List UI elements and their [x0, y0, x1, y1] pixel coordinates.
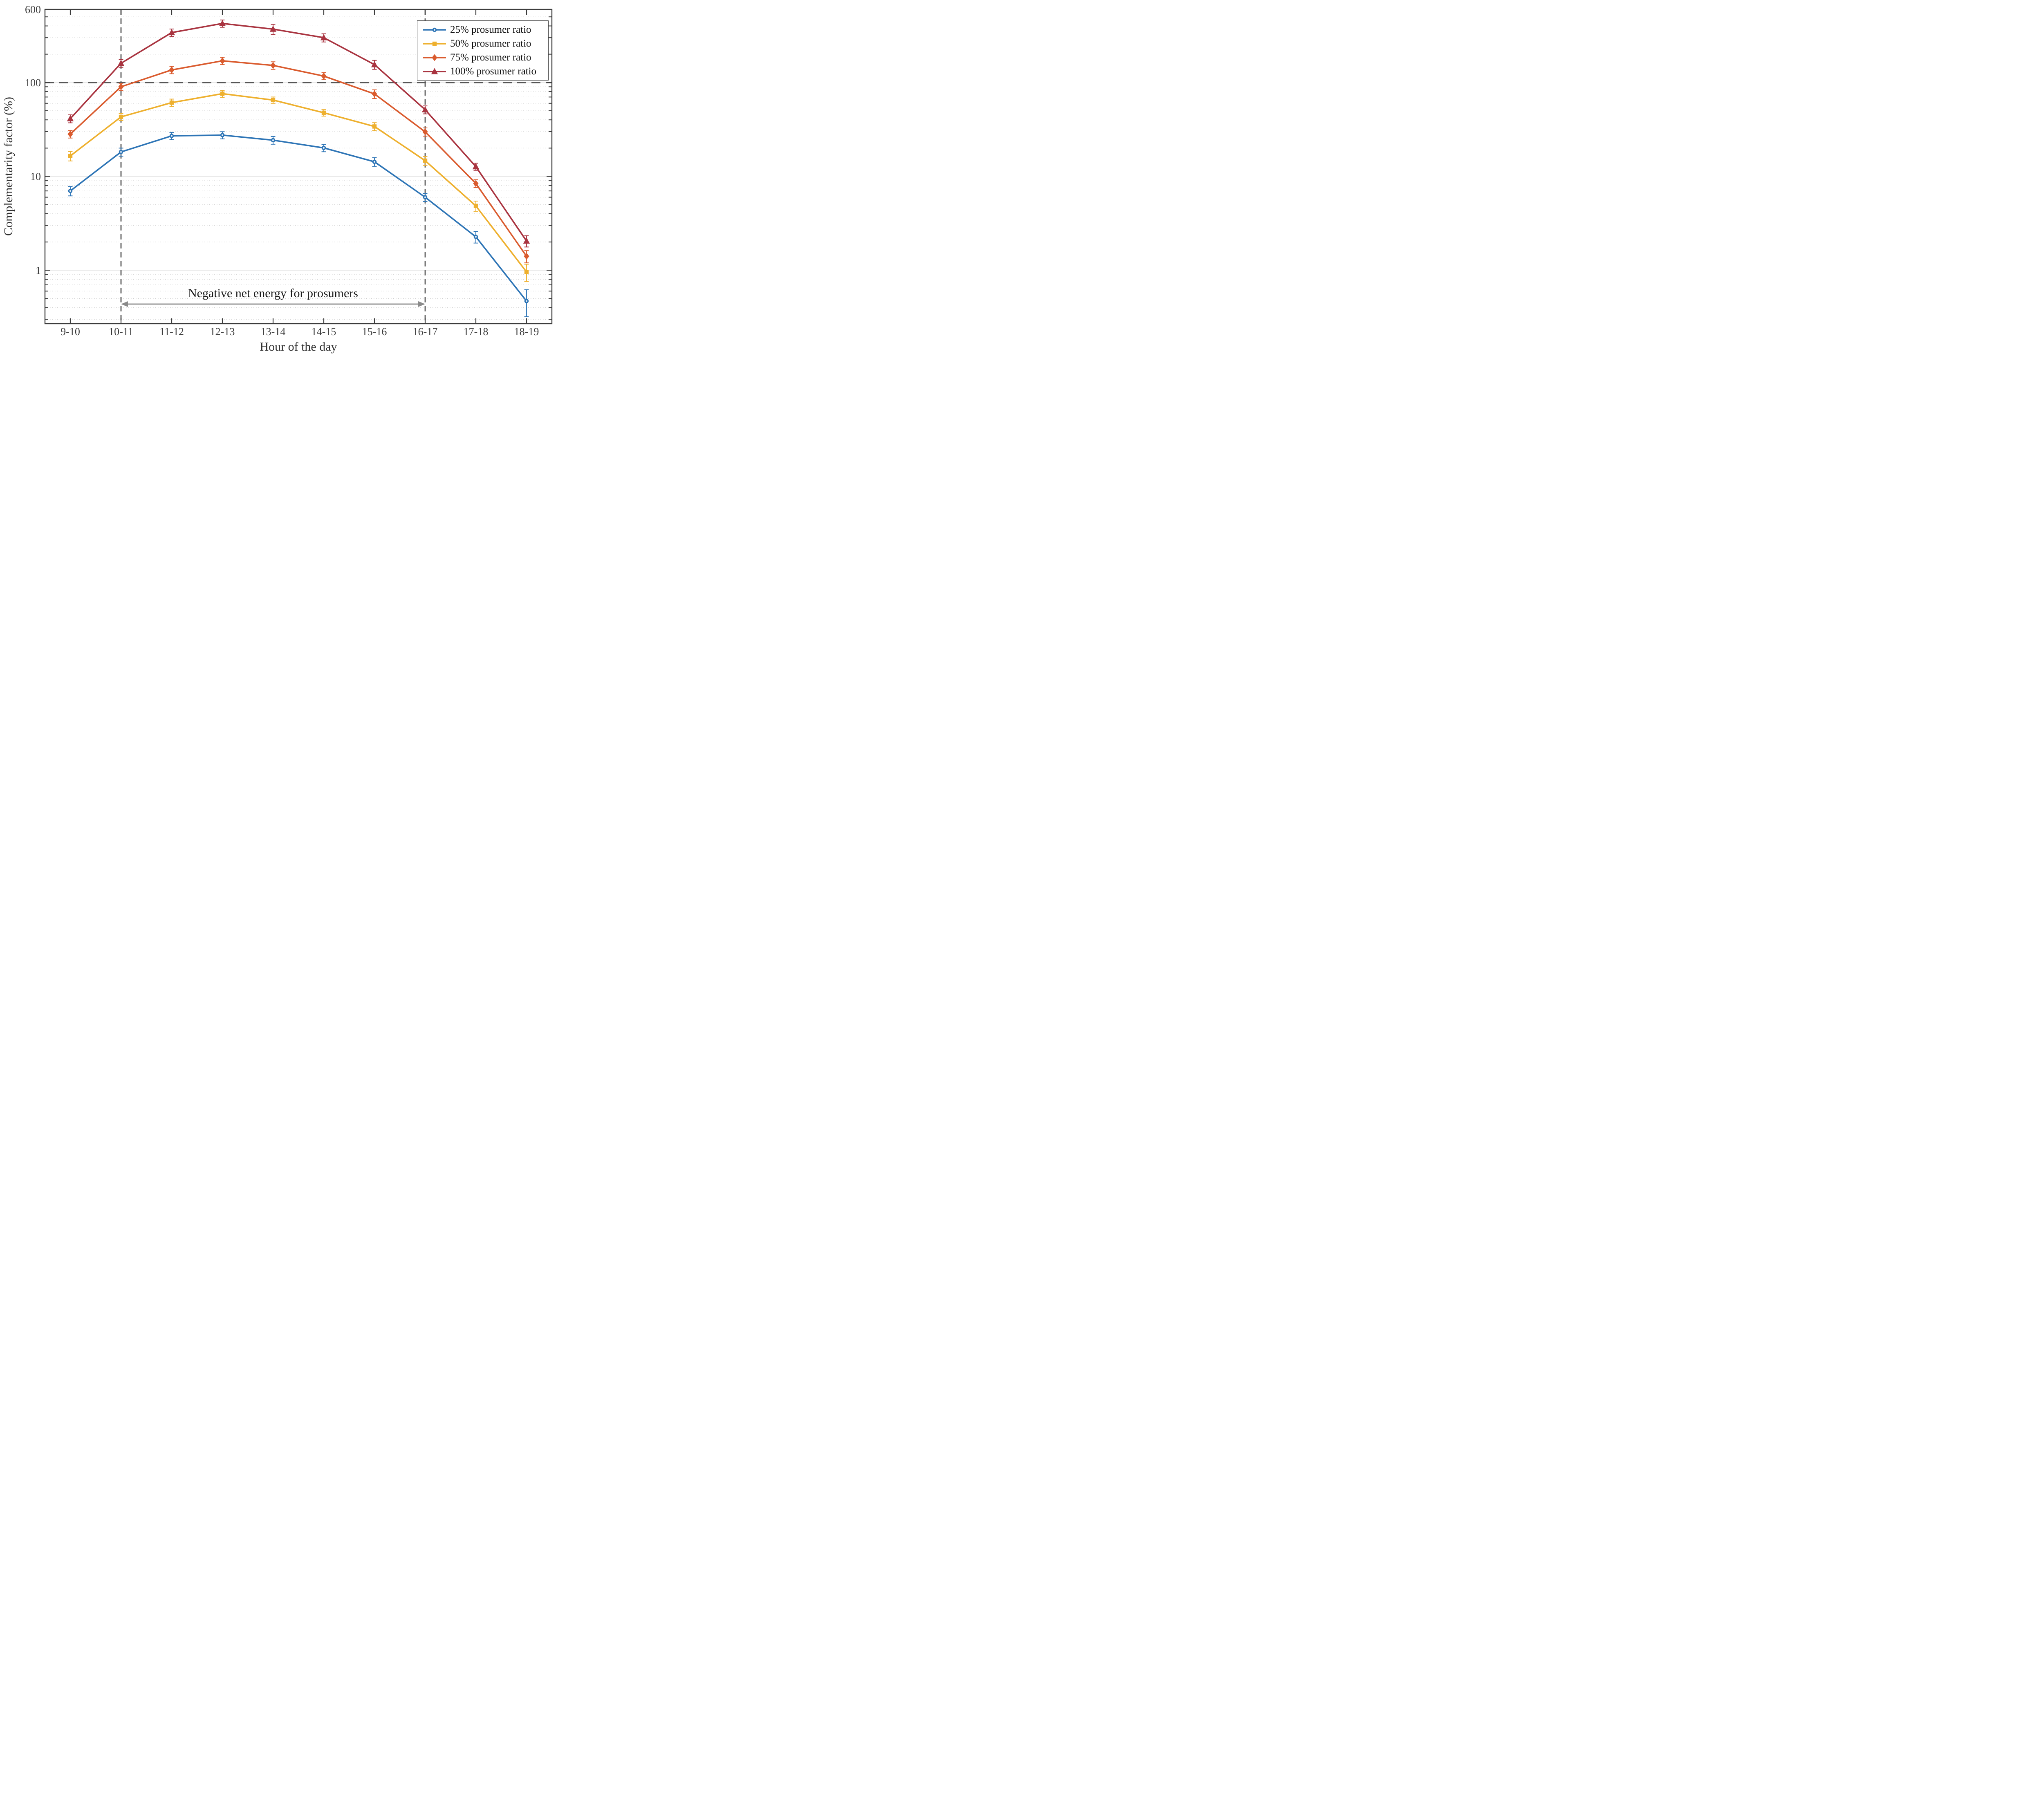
data-series-layer [67, 19, 530, 317]
marker-diamond-icon [372, 90, 377, 98]
axes-frame-layer [44, 9, 553, 324]
marker-square-icon [169, 100, 174, 105]
marker-square-icon [372, 124, 377, 129]
legend-label: 75% prosumer ratio [450, 52, 531, 63]
x-tick-label: 14-15 [312, 326, 336, 338]
y-tick-label: 600 [25, 4, 41, 16]
series-25-prosumer-ratio [68, 131, 529, 317]
x-axis-title: Hour of the day [260, 340, 337, 354]
x-tick-label: 13-14 [261, 326, 286, 338]
marker-square-icon [423, 158, 428, 163]
marker-diamond-icon [422, 128, 428, 136]
marker-circle-icon [169, 134, 174, 138]
legend-sample-diamond-icon [423, 54, 446, 61]
legend-item-75-prosumer-ratio: 75% prosumer ratio [422, 51, 548, 65]
marker-triangle-icon [269, 25, 277, 32]
marker-circle-icon [473, 235, 478, 239]
series-line [69, 93, 527, 273]
legend-label: 50% prosumer ratio [450, 38, 531, 49]
marker-square-icon [524, 270, 529, 274]
tick-labels-layer: 600 100 10 1 9-10 10-11 11-12 12-13 13-14 14-15 15… [25, 4, 539, 338]
y-tick-label: 10 [30, 171, 41, 183]
marker-circle-icon [68, 188, 73, 193]
marker-triangle-icon [523, 237, 530, 244]
marker-circle-icon [119, 150, 123, 154]
x-tick-label: 10-11 [109, 326, 133, 338]
legend-label: 25% prosumer ratio [450, 24, 531, 35]
marker-triangle-icon [320, 34, 327, 40]
legend-item-50-prosumer-ratio: 50% prosumer ratio [422, 37, 548, 51]
marker-circle-icon [372, 159, 377, 164]
marker-triangle-icon [117, 60, 125, 66]
marker-diamond-icon [270, 62, 276, 69]
marker-triangle-icon [67, 115, 74, 121]
marker-diamond-icon [67, 130, 73, 138]
x-tick-label: 16-17 [413, 326, 438, 338]
marker-triangle-icon [371, 61, 378, 67]
x-tick-label: 11-12 [159, 326, 184, 338]
reference-lines-layer [45, 9, 552, 324]
marker-square-icon [119, 114, 123, 119]
marker-diamond-icon [220, 57, 225, 65]
x-tick-label: 9-10 [61, 326, 80, 338]
legend-sample-square-icon [423, 41, 446, 46]
y-tick-label: 1 [36, 264, 41, 276]
marker-circle-icon [423, 195, 428, 199]
complementarity-factor-chart: 600 100 10 1 9-10 10-11 11-12 12-13 13-14 14-15 15… [2, 4, 553, 354]
marker-circle-icon [524, 299, 529, 303]
marker-triangle-icon [168, 29, 175, 36]
legend-label: 100% prosumer ratio [450, 66, 537, 77]
marker-triangle-icon [421, 106, 429, 112]
plot-frame [44, 9, 553, 324]
marker-square-icon [68, 154, 73, 158]
legend-item-100-prosumer-ratio: 100% prosumer ratio [422, 65, 548, 78]
marker-diamond-icon [432, 54, 437, 61]
arrowhead-left-icon [121, 301, 128, 307]
marker-diamond-icon [524, 253, 529, 260]
legend-box: 25% prosumer ratio 50% prosumer ratio 75% … [417, 20, 549, 81]
x-tick-label: 12-13 [210, 326, 235, 338]
series-line [69, 134, 527, 302]
y-tick-label: 100 [25, 77, 41, 89]
annotation-arrow-layer [121, 301, 425, 307]
series-75-prosumer-ratio [67, 57, 529, 264]
series-line [69, 22, 527, 242]
series-50-prosumer-ratio [68, 90, 529, 282]
legend-sample-circle-icon [423, 27, 446, 32]
series-line [69, 60, 527, 257]
figure-canvas: 600 100 10 1 9-10 10-11 11-12 12-13 13-14 14-15 15… [0, 0, 561, 361]
marker-square-icon [432, 41, 437, 46]
series-100-prosumer-ratio [67, 19, 530, 248]
marker-square-icon [271, 98, 276, 102]
legend-sample-triangle-icon [423, 68, 446, 74]
marker-square-icon [220, 91, 225, 96]
marker-square-icon [473, 204, 478, 208]
marker-circle-icon [271, 138, 276, 143]
marker-diamond-icon [169, 66, 175, 74]
marker-circle-icon [220, 133, 225, 137]
y-axis-title: Complementarity factor (%) [2, 97, 15, 236]
marker-triangle-icon [431, 68, 438, 74]
marker-square-icon [321, 110, 326, 115]
x-tick-label: 17-18 [464, 326, 489, 338]
marker-circle-icon [432, 27, 437, 32]
marker-circle-icon [321, 145, 326, 150]
marker-diamond-icon [473, 180, 479, 187]
marker-triangle-icon [472, 163, 480, 170]
marker-diamond-icon [321, 72, 327, 80]
x-tick-label: 15-16 [362, 326, 387, 338]
annotation-text: Negative net energy for prosumers [188, 286, 358, 300]
marker-triangle-icon [219, 20, 226, 26]
x-tick-label: 18-19 [514, 326, 539, 338]
arrowhead-right-icon [418, 301, 425, 307]
legend-item-25-prosumer-ratio: 25% prosumer ratio [422, 23, 548, 37]
marker-diamond-icon [118, 83, 124, 90]
